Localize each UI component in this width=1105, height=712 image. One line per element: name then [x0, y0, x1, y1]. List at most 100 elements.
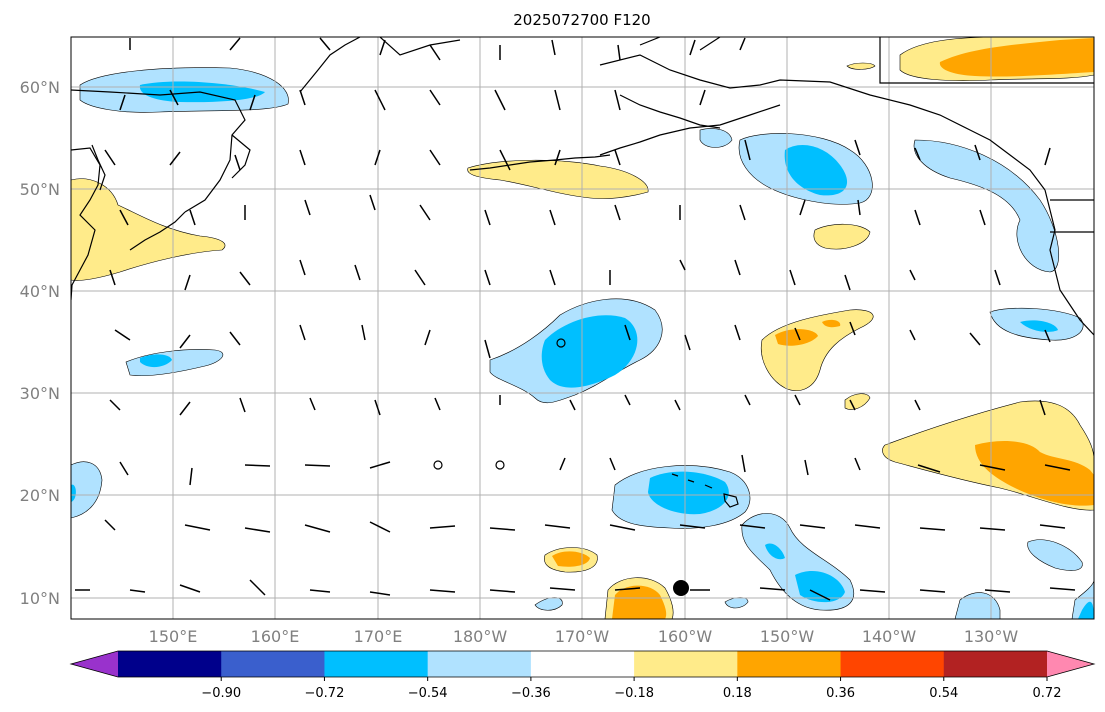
- lon-label: 160°W: [658, 627, 713, 646]
- colorbar-tick-label: 0.54: [929, 686, 958, 701]
- lon-label: 130°W: [964, 627, 1019, 646]
- colorbar-ticks: −0.90 −0.72 −0.54 −0.36 −0.18 0.18 0.36 0.54 0.7…: [201, 677, 1062, 701]
- shade-south-orange-1: [552, 551, 590, 567]
- shade-west-pacific: [125, 349, 224, 377]
- colorbar-tick-label: 0.72: [1033, 686, 1062, 701]
- coastline-kamchatka: [299, 37, 361, 93]
- hawaiian-big-island: [723, 493, 739, 508]
- lat-labels: 60°N 50°N 40°N 30°N 20°N 10°N: [20, 78, 60, 608]
- coastline-alaska-peninsula: [599, 104, 781, 156]
- colorbar-segment: [427, 651, 532, 677]
- islands: [129, 154, 739, 508]
- colorbar-tick-label: −0.72: [305, 686, 345, 701]
- colorbar-extend-low: [71, 651, 118, 677]
- colorbar: −0.90 −0.72 −0.54 −0.36 −0.18 0.18 0.36 0.54 0.7…: [69, 650, 1096, 701]
- atoll-2: [433, 460, 443, 470]
- atoll-1: [556, 338, 566, 348]
- atoll-3: [495, 460, 505, 470]
- lat-label: 50°N: [20, 180, 60, 199]
- hawaiian-island-3: [704, 484, 713, 489]
- colorbar-segments: [71, 651, 1094, 677]
- colorbar-tick-label: 0.36: [826, 686, 855, 701]
- coastline-kamchatka-tip: [231, 134, 251, 179]
- shade-bc-coast: [913, 139, 1060, 273]
- shade-south-orange-2: [612, 585, 667, 619]
- coastline-siberia: [71, 89, 246, 213]
- colorbar-segment: [530, 651, 635, 677]
- colorbar-tick-label: −0.36: [511, 686, 551, 701]
- shade-oregon-core: [1020, 320, 1058, 332]
- map-title: 2025072700 F120: [513, 11, 650, 29]
- shade-east-orange: [775, 329, 818, 346]
- lon-label: 180°W: [453, 627, 508, 646]
- colorbar-segment: [840, 651, 945, 677]
- coastline-canada-north: [879, 37, 1094, 84]
- shade-tiny-orange: [822, 319, 841, 328]
- shade-hawaii-core: [648, 471, 729, 515]
- colorbar-tick-label: −0.90: [201, 686, 241, 701]
- lat-label: 20°N: [20, 486, 60, 505]
- lon-label: 150°E: [149, 627, 198, 646]
- hawaiian-island-2: [687, 479, 695, 483]
- lon-label: 160°E: [251, 627, 300, 646]
- shade-tropics-core: [795, 571, 845, 603]
- coastline-chukotka: [379, 37, 461, 56]
- wind-barbs: [75, 37, 1076, 601]
- coastline-us-border: [1050, 199, 1094, 233]
- shade-small-south-2: [724, 597, 749, 609]
- colorbar-segment: [737, 651, 842, 677]
- shade-edge-core: [71, 484, 76, 502]
- colorbar-segment: [634, 651, 738, 677]
- lat-label: 10°N: [20, 589, 60, 608]
- shade-small-south-1: [534, 597, 563, 611]
- location-marker: [673, 580, 689, 596]
- lon-label: 150°W: [760, 627, 815, 646]
- gridlines: [71, 37, 1094, 619]
- shade-tropics-core-2: [765, 543, 785, 560]
- shade-yellow-small: [844, 393, 871, 410]
- shade-aleutian: [467, 159, 649, 199]
- coastlines: [71, 37, 1094, 336]
- shade-left-edge: [71, 461, 103, 519]
- aleutian-chain: [469, 154, 611, 171]
- colorbar-segment: [221, 651, 325, 677]
- shade-kuril: [71, 178, 226, 281]
- colorbar-extend-high: [1047, 651, 1094, 677]
- lat-label: 60°N: [20, 78, 60, 97]
- shade-yellow-tiny: [846, 62, 876, 70]
- shade-northeast-orange: [939, 38, 1094, 77]
- lon-labels: 150°E 160°E 170°E 180°W 170°W 160°W 150°…: [149, 627, 1019, 646]
- colorbar-tick-label: −0.18: [614, 686, 654, 701]
- lat-label: 30°N: [20, 384, 60, 403]
- kuril-chain: [129, 211, 186, 251]
- colorbar-segment: [118, 651, 222, 677]
- coastline-alaska-west: [599, 54, 1046, 191]
- shade-central-core: [541, 315, 638, 388]
- shade-gulf-core: [784, 145, 848, 196]
- coastline-sakhalin: [91, 144, 106, 191]
- hawaiian-island-1: [671, 473, 679, 477]
- coastline-alaska-bay: [619, 94, 721, 129]
- lon-label: 170°W: [555, 627, 610, 646]
- shade-east-yellow: [760, 309, 874, 391]
- colorbar-outline: [69, 650, 1096, 678]
- forecast-field-shading: [71, 37, 1094, 619]
- lat-label: 40°N: [20, 282, 60, 301]
- colorbar-segment: [943, 651, 1048, 677]
- shade-se-small: [1027, 539, 1083, 571]
- shade-southeast-orange: [975, 440, 1094, 506]
- shade-south-edge: [954, 592, 1001, 619]
- shade-west-core: [140, 354, 172, 368]
- colorbar-tick-label: −0.54: [408, 686, 448, 701]
- coastline-alaska-north: [639, 37, 721, 51]
- shade-se-corner-core: [1078, 601, 1094, 619]
- shade-gulf-yellow: [813, 223, 871, 250]
- shade-ak-small: [699, 128, 733, 148]
- colorbar-tick-label: 0.18: [723, 686, 752, 701]
- map-frame: [70, 36, 1095, 620]
- lon-label: 140°W: [862, 627, 917, 646]
- colorbar-segment: [324, 651, 429, 677]
- coastline-bc: [1044, 189, 1094, 336]
- coastline-japan: [71, 147, 101, 301]
